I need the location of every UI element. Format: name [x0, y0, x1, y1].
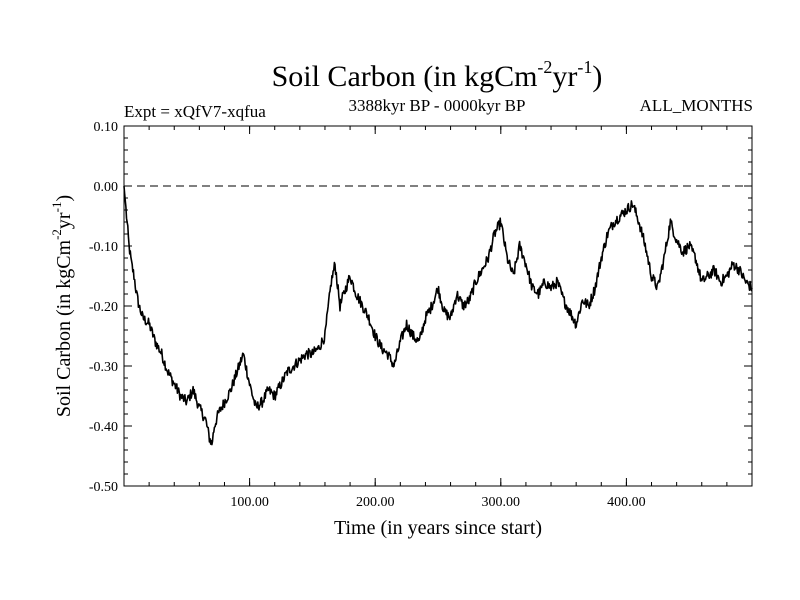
- y-tick-label: 0.10: [94, 120, 119, 135]
- x-tick-label: 300.00: [482, 495, 521, 510]
- subtitle-time-range: 3388kyr BP - 0000kyr BP: [349, 96, 526, 115]
- y-axis-label: Soil Carbon (in kgCm-2yr-1): [49, 195, 75, 417]
- x-tick-label: 100.00: [230, 495, 269, 510]
- x-tick-label: 400.00: [607, 495, 646, 510]
- plot-frame: [123, 125, 753, 487]
- y-tick-label: -0.40: [89, 420, 118, 435]
- chart-title: Soil Carbon (in kgCm-2yr-1): [272, 57, 603, 93]
- subtitle-experiment: Expt = xQfV7-xqfua: [124, 102, 266, 121]
- y-tick-label: -0.20: [89, 300, 118, 315]
- series-line-soil-carbon: [123, 185, 753, 446]
- y-tick-label: -0.30: [89, 360, 118, 375]
- y-tick-label: 0.00: [94, 180, 119, 195]
- axis-ticks: 0.10 0.00 -0.10 -0.20 -0.30 -0.40 -0.50 100.00 2…: [89, 120, 752, 510]
- x-tick-label: 200.00: [356, 495, 395, 510]
- subtitle-months: ALL_MONTHS: [640, 96, 753, 115]
- x-axis-label: Time (in years since start): [334, 517, 542, 539]
- y-tick-label: -0.10: [89, 240, 118, 255]
- y-tick-label: -0.50: [89, 480, 118, 495]
